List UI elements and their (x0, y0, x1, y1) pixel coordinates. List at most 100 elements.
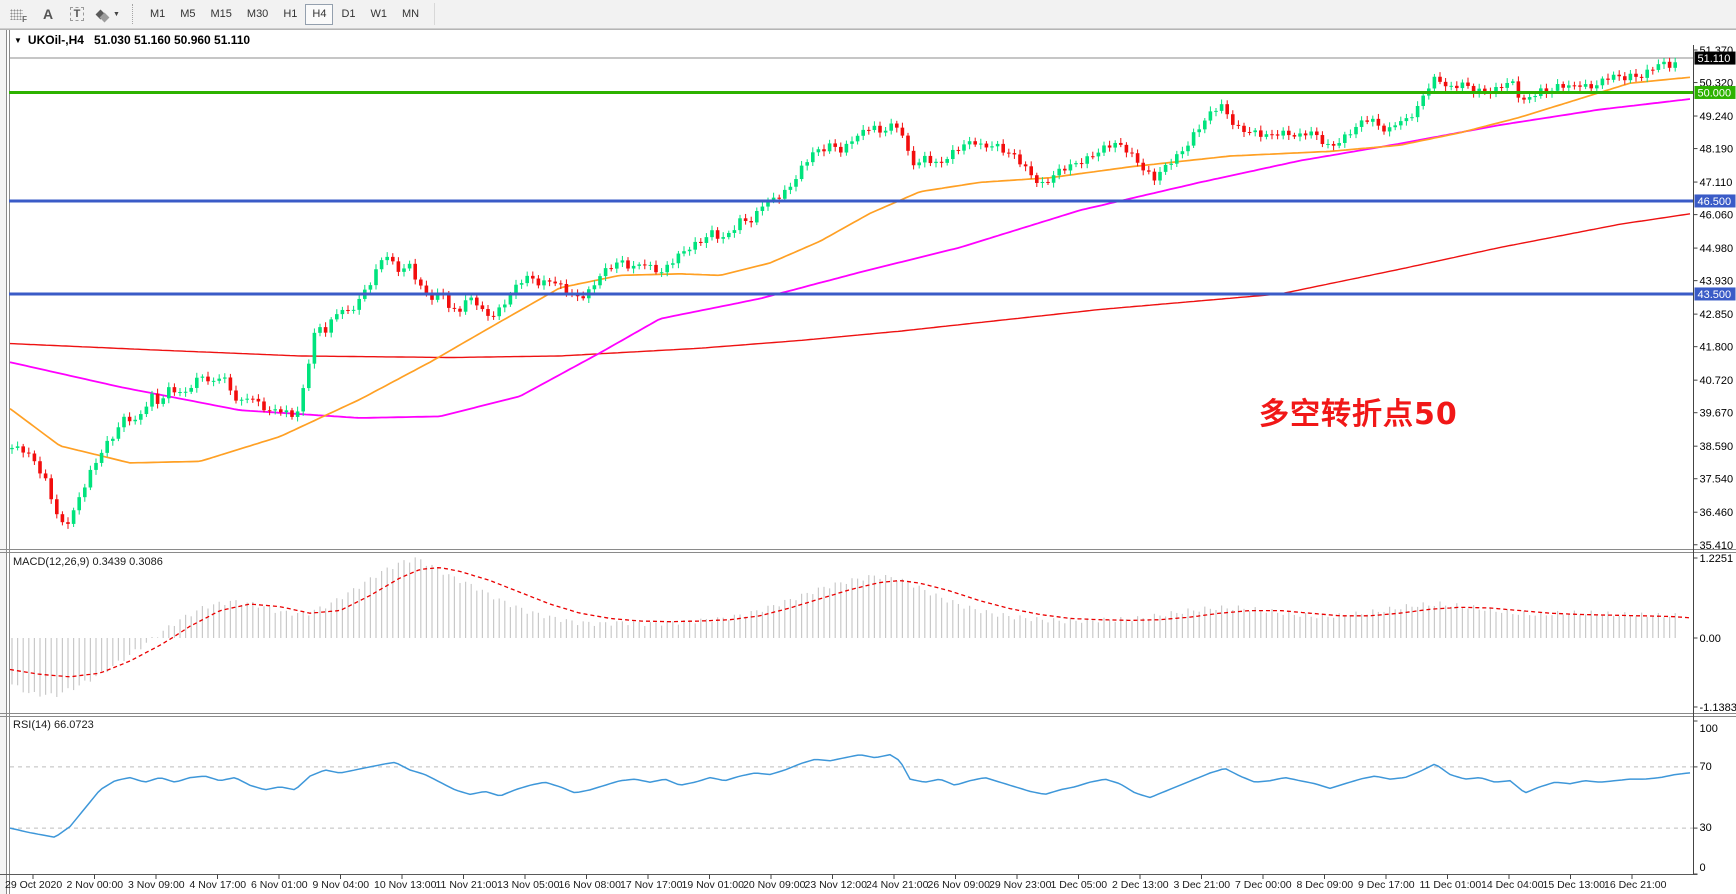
grid-snap-icon[interactable]: F (5, 3, 27, 25)
candle (693, 241, 697, 250)
candle (1460, 82, 1465, 89)
candle (1348, 134, 1353, 136)
candle (178, 392, 182, 394)
candle (1225, 104, 1229, 115)
dots-grid-icon (9, 8, 23, 20)
candle (542, 280, 546, 286)
candle (1337, 142, 1341, 146)
candle (1443, 81, 1448, 87)
time-label: 2 Dec 13:00 (1112, 879, 1169, 891)
candle (939, 161, 944, 163)
candle (956, 149, 961, 151)
timeframe-button-m30[interactable]: M30 (240, 4, 275, 25)
candle (1001, 143, 1005, 153)
candle (559, 283, 563, 285)
candle (1421, 95, 1425, 106)
candle (536, 278, 541, 286)
candle (1040, 181, 1045, 184)
arrow-tool-icon[interactable]: A (42, 6, 54, 22)
candle (1511, 81, 1515, 83)
price-tick-label: 35.410 (1700, 540, 1734, 552)
candle (783, 189, 787, 199)
candle (1096, 152, 1101, 157)
timeframe-button-w1[interactable]: W1 (364, 4, 395, 25)
time-label: 11 Nov 21:00 (436, 879, 498, 891)
candle (682, 251, 686, 254)
candle (1606, 78, 1610, 80)
candle (687, 249, 692, 252)
candle (1589, 84, 1593, 89)
candle (1651, 69, 1655, 71)
timeframe-button-mn[interactable]: MN (395, 4, 426, 25)
candle (1634, 73, 1638, 77)
candle (1628, 73, 1633, 81)
shapes-tool-icon[interactable]: ▼ (95, 3, 120, 25)
candle (553, 281, 557, 284)
candle (301, 388, 305, 412)
candle (788, 186, 793, 190)
symbol-dropdown-icon[interactable]: ▼ (14, 35, 22, 45)
candle (144, 406, 149, 415)
candle (1583, 84, 1588, 87)
candle (1169, 163, 1173, 165)
candle (1074, 163, 1078, 165)
rsi-tick-label: 0 (1700, 862, 1706, 874)
candle (895, 123, 899, 128)
candle (1667, 61, 1672, 68)
timeframe-button-h1[interactable]: H1 (276, 4, 304, 25)
time-label: 3 Nov 09:00 (128, 879, 185, 891)
candle (755, 210, 759, 223)
candle (671, 263, 675, 265)
candle (1141, 162, 1145, 171)
candle (55, 499, 59, 515)
candle (307, 363, 311, 389)
time-label: 26 Nov 09:00 (928, 879, 991, 891)
candle (1270, 134, 1274, 136)
candle (1359, 120, 1364, 127)
price-box-blue (1694, 287, 1736, 301)
symbol-header[interactable]: ▼ UKOil-,H4 51.030 51.160 50.960 51.110 (14, 33, 250, 47)
timeframe-button-m15[interactable]: M15 (204, 4, 239, 25)
candle (1236, 124, 1241, 126)
candle (715, 230, 720, 239)
candle (1259, 130, 1263, 137)
candle (172, 387, 177, 393)
candle (710, 230, 714, 238)
chevron-down-icon[interactable]: ▼ (113, 10, 120, 18)
candle (1158, 171, 1162, 181)
candle (1645, 69, 1649, 78)
candle (1091, 156, 1095, 158)
candle (1505, 82, 1509, 88)
candle (805, 162, 809, 166)
candle (620, 260, 625, 263)
price-tick-label: 38.590 (1700, 441, 1734, 453)
candle (1432, 76, 1437, 89)
price-tick-label: 44.980 (1700, 243, 1734, 255)
candle (10, 447, 14, 450)
candle (1382, 125, 1386, 132)
timeframe-button-m5[interactable]: M5 (173, 4, 202, 25)
candle (71, 510, 76, 524)
candle (1611, 74, 1616, 80)
candle (945, 159, 949, 163)
chart-annotation-text[interactable]: 多空转折点50 (1259, 397, 1458, 432)
candle (503, 304, 507, 308)
text-tool-icon[interactable]: T (68, 3, 86, 25)
time-label: 6 Nov 01:00 (251, 879, 308, 891)
timeframe-button-d1[interactable]: D1 (334, 4, 362, 25)
candle (1499, 87, 1504, 89)
candle (1567, 85, 1571, 88)
candle (486, 309, 490, 316)
timeframe-button-h4[interactable]: H4 (305, 3, 334, 25)
candle (1102, 145, 1106, 153)
candle (1298, 133, 1302, 137)
candle (374, 269, 378, 286)
candle (1152, 171, 1157, 181)
timeframe-button-m1[interactable]: M1 (143, 4, 172, 25)
macd-tick-label: 1.2251 (1700, 553, 1734, 565)
candle (995, 143, 1000, 147)
time-label: 1 Dec 05:00 (1051, 879, 1108, 891)
candle (704, 237, 709, 243)
